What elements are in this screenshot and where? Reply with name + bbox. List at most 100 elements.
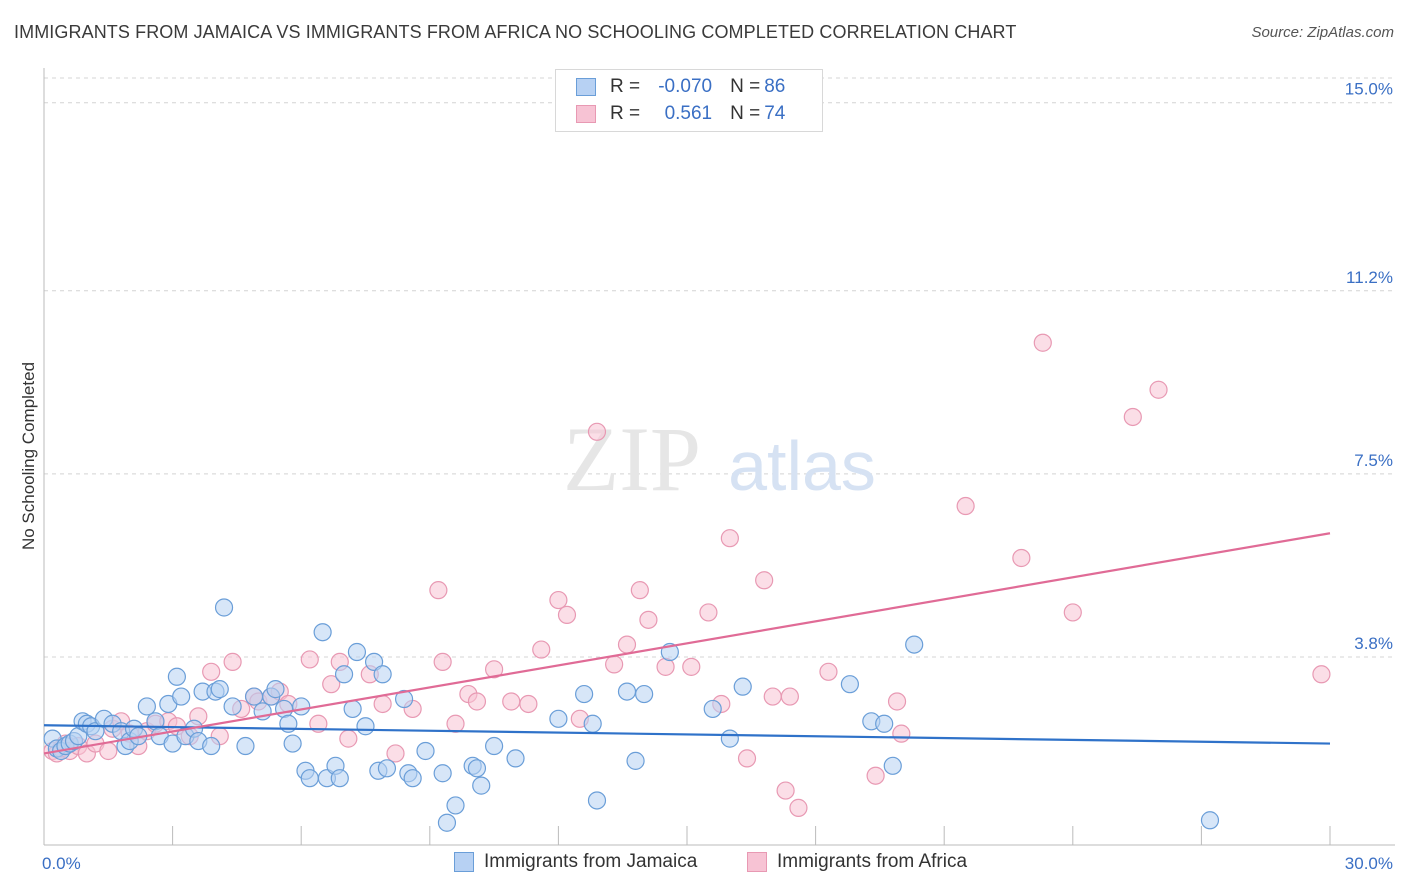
jamaica-point [137, 697, 156, 716]
series-legend: Immigrants from Jamaica Immigrants from … [0, 851, 1406, 877]
jamaica-point [210, 680, 229, 699]
jamaica-point [172, 687, 191, 706]
jamaica-point [433, 764, 452, 783]
trend-line-africa [43, 532, 1331, 755]
jamaica-point [467, 759, 487, 778]
africa-point [322, 675, 341, 694]
jamaica-point [617, 682, 637, 701]
jamaica-point [377, 759, 397, 778]
africa-point [866, 766, 885, 785]
africa-point [892, 724, 911, 743]
africa-point [1149, 380, 1168, 399]
africa-point [557, 605, 577, 625]
africa-point [1063, 603, 1082, 622]
africa-point [605, 655, 624, 674]
jamaica-point [373, 665, 392, 684]
jamaica-point [883, 756, 902, 775]
africa-point [519, 694, 538, 714]
jamaica-point [223, 697, 242, 716]
jamaica-point [403, 769, 422, 788]
jamaica-point [1200, 811, 1220, 830]
jamaica-point [472, 776, 491, 795]
watermark-atlas: atlas [728, 427, 876, 505]
jamaica-point [446, 796, 465, 815]
africa-point [682, 657, 701, 676]
africa-point [763, 687, 782, 706]
series-legend-jamaica[interactable]: Immigrants from Jamaica [454, 851, 697, 873]
legend-r-label: R = [610, 103, 641, 124]
africa-point [617, 635, 637, 654]
jamaica-point [875, 714, 894, 733]
x-tick-label-max: 30.0% [1345, 854, 1393, 873]
africa-point [99, 741, 118, 761]
africa-point [339, 729, 358, 748]
trend-lines [43, 532, 1331, 755]
watermark: ZIP atlas [563, 408, 876, 510]
series-jamaica-points [43, 598, 1220, 832]
africa-point [639, 610, 658, 629]
africa-point [1123, 407, 1142, 427]
legend-r-value-africa: 0.561 [664, 103, 713, 124]
africa-point [433, 652, 452, 672]
watermark-zip: ZIP [563, 408, 701, 510]
jamaica-point [506, 749, 525, 768]
legend-r-value-jamaica: -0.070 [658, 76, 713, 97]
africa-point [429, 581, 448, 600]
africa-point [1012, 548, 1031, 568]
jamaica-point [244, 687, 264, 706]
correlation-legend: R = -0.070 N = 86 R = 0.561 N = 74 [555, 69, 823, 132]
jamaica-point [905, 635, 924, 654]
source-label: Source: ZipAtlas.com [1251, 24, 1394, 41]
jamaica-point [167, 667, 186, 686]
series-legend-africa[interactable]: Immigrants from Africa [747, 851, 967, 873]
africa-point [1312, 665, 1331, 684]
series-legend-label-jamaica: Immigrants from Jamaica [484, 851, 698, 872]
jamaica-point [575, 684, 594, 704]
y-tick-label: 11.2% [1346, 268, 1393, 287]
y-tick-label: 3.8% [1354, 634, 1393, 653]
jamaica-point [587, 791, 607, 810]
legend-n-value-africa: 74 [764, 103, 786, 124]
africa-point [630, 581, 649, 600]
legend-r-label: R = [610, 76, 641, 97]
africa-point [532, 640, 551, 659]
africa-point [776, 781, 795, 800]
africa-point [737, 749, 757, 768]
chart-title: IMMIGRANTS FROM JAMAICA VS IMMIGRANTS FR… [14, 22, 1017, 42]
legend-n-label: N = [730, 103, 761, 124]
series-legend-swatch-africa [747, 852, 767, 872]
trend-line-jamaica [43, 724, 1331, 745]
africa-point [956, 496, 975, 516]
africa-point [720, 529, 739, 548]
africa-point [780, 687, 799, 706]
legend-swatch-jamaica [576, 78, 596, 96]
jamaica-point [266, 680, 285, 699]
legend-row-jamaica: R = -0.070 N = 86 [576, 75, 785, 99]
africa-point [789, 798, 808, 817]
jamaica-point [703, 699, 722, 719]
jamaica-point [283, 734, 302, 753]
jamaica-point [347, 642, 367, 662]
jamaica-point [394, 689, 414, 709]
legend-swatch-africa [576, 105, 596, 123]
africa-point [755, 571, 774, 590]
jamaica-point [364, 652, 384, 672]
africa-point [202, 662, 221, 681]
africa-point [386, 744, 405, 763]
jamaica-point [549, 709, 568, 728]
africa-point [819, 662, 838, 681]
africa-point [446, 714, 465, 733]
axes [43, 68, 1395, 846]
jamaica-point [300, 769, 319, 788]
africa-point [1033, 333, 1052, 352]
jamaica-point [416, 741, 435, 761]
y-tick-label: 7.5% [1354, 451, 1393, 470]
jamaica-point [583, 714, 602, 733]
tick-labels: 3.8% 7.5% 11.2% 15.0% 0.0% 30.0% [42, 80, 1393, 873]
jamaica-point [313, 623, 332, 642]
legend-n-value-jamaica: 86 [764, 76, 786, 97]
africa-point [373, 694, 392, 714]
legend-row-africa: R = 0.561 N = 74 [576, 102, 785, 126]
africa-point [887, 692, 907, 711]
